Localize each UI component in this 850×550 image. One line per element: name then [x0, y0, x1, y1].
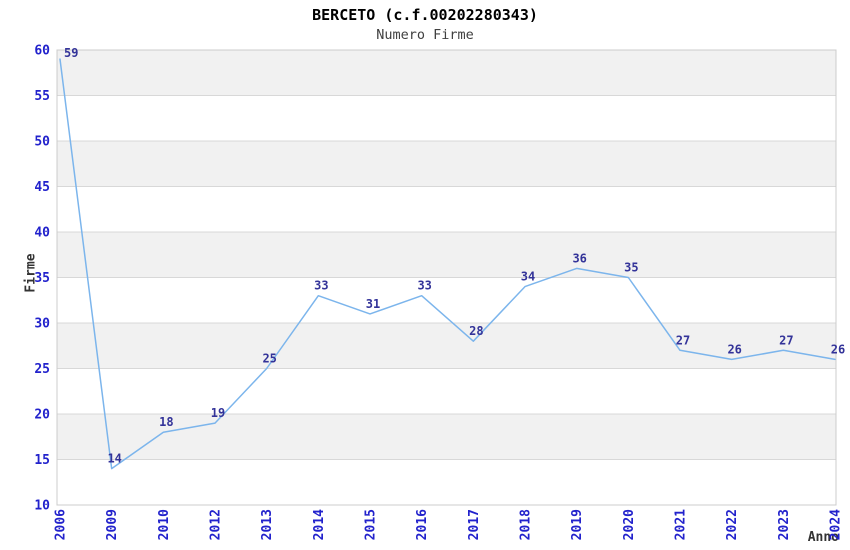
svg-text:2006: 2006	[54, 509, 69, 540]
svg-text:2023: 2023	[777, 509, 792, 540]
svg-text:33: 33	[314, 279, 328, 293]
svg-text:35: 35	[34, 271, 50, 286]
data-labels: 59 14 18 19 25 33 31 33 28 34 36 35 27 26 27 26	[64, 46, 845, 466]
svg-text:2010: 2010	[157, 509, 172, 540]
svg-text:36: 36	[572, 251, 586, 265]
svg-text:2014: 2014	[312, 509, 327, 540]
svg-text:2022: 2022	[725, 509, 740, 540]
svg-text:25: 25	[34, 362, 50, 377]
svg-text:59: 59	[64, 46, 78, 60]
svg-text:10: 10	[34, 499, 50, 514]
svg-text:28: 28	[469, 324, 483, 338]
svg-text:2020: 2020	[622, 509, 637, 540]
svg-text:30: 30	[34, 317, 50, 332]
svg-text:19: 19	[211, 406, 225, 420]
svg-text:2016: 2016	[415, 509, 430, 540]
svg-text:31: 31	[366, 297, 380, 311]
svg-text:15: 15	[34, 453, 50, 468]
svg-text:26: 26	[727, 342, 741, 356]
svg-text:50: 50	[34, 135, 50, 150]
svg-text:55: 55	[34, 89, 50, 104]
svg-text:25: 25	[262, 352, 276, 366]
y-axis-tick-labels: 10 15 20 25 30 35 40 45 50 55 60	[34, 44, 50, 514]
series-line	[59, 58, 836, 470]
svg-text:2009: 2009	[105, 509, 120, 540]
plot-bands	[57, 50, 836, 505]
svg-text:20: 20	[34, 408, 50, 423]
svg-text:2024: 2024	[829, 509, 844, 540]
svg-text:60: 60	[34, 44, 50, 59]
svg-text:18: 18	[159, 415, 173, 429]
svg-text:26: 26	[831, 342, 845, 356]
svg-text:2015: 2015	[364, 509, 379, 540]
svg-text:40: 40	[34, 226, 50, 241]
svg-text:2017: 2017	[467, 509, 482, 540]
svg-text:2018: 2018	[519, 509, 534, 540]
svg-text:2019: 2019	[570, 509, 585, 540]
svg-text:2021: 2021	[674, 509, 689, 540]
chart-subtitle: Numero Firme	[376, 27, 474, 43]
x-axis-title: Anno	[807, 530, 839, 545]
svg-text:33: 33	[417, 279, 431, 293]
svg-text:34: 34	[521, 270, 535, 284]
svg-text:45: 45	[34, 180, 50, 195]
svg-text:27: 27	[779, 333, 793, 347]
svg-text:2012: 2012	[209, 509, 224, 540]
plot-frame	[56, 49, 837, 506]
chart-title: BERCETO (c.f.00202280343)	[312, 6, 538, 24]
svg-text:35: 35	[624, 261, 638, 275]
svg-text:2013: 2013	[260, 509, 275, 540]
x-axis-tick-labels: 2006 2009 2010 2012 2013 2014 2015 2016 2017 2018…	[54, 509, 844, 540]
svg-text:27: 27	[676, 333, 690, 347]
svg-text:14: 14	[107, 452, 121, 466]
